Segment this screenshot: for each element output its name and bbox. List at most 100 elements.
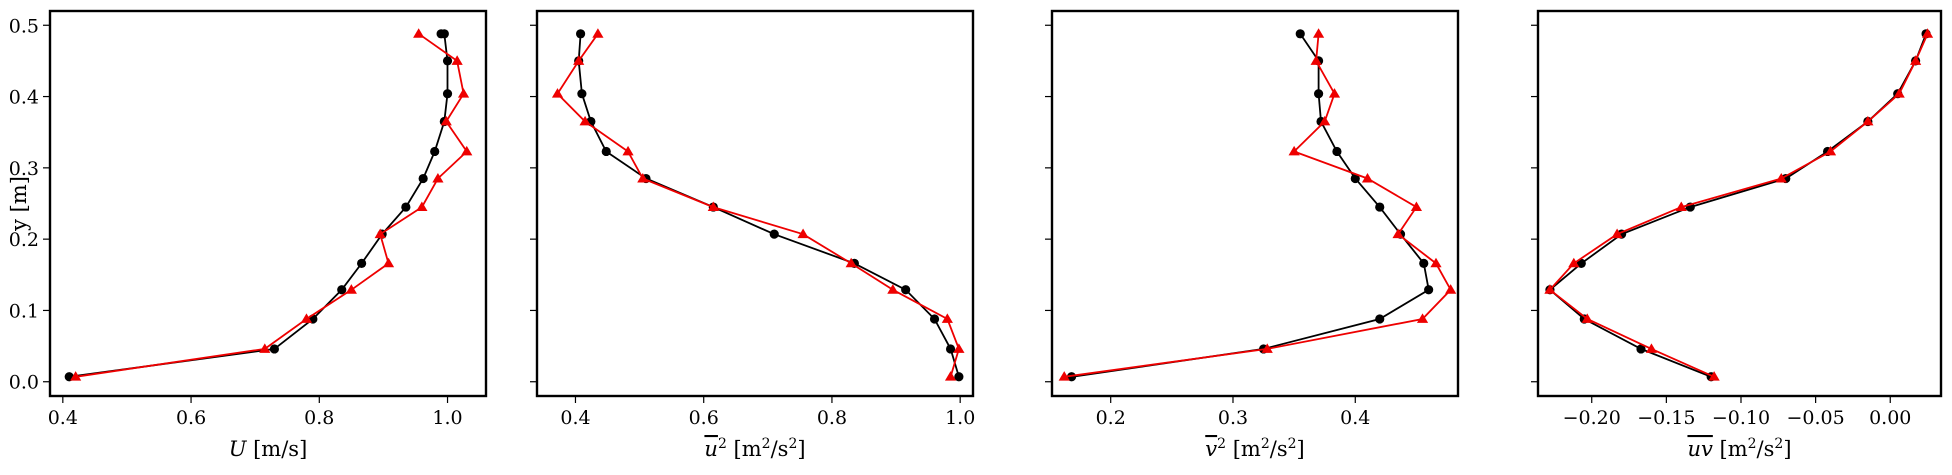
series-2-point [1581,313,1593,323]
series-1-point [442,89,453,99]
series-2-point [432,172,444,183]
series-2-point [573,55,585,65]
series-2-point [70,371,82,381]
series-2-point [707,201,719,211]
panel-3: 0.2 0.3 0.4 v2 [m2/s2] [1045,9,1460,461]
series-1-point [576,29,586,39]
series-2-point [1410,201,1423,211]
series-1-line [577,33,960,378]
series-1-line [1071,33,1430,378]
series-2-point [551,88,564,98]
series-2-point [941,313,953,323]
series-2-point [451,55,463,65]
series-1-point [601,146,611,157]
x-tick-label: −0.20 [1563,407,1621,429]
series-2-point [374,228,386,239]
series-1-point [901,285,911,295]
y-tick-label: 0.1 [9,300,39,322]
series-1-point [1295,29,1305,39]
series-2-point [579,115,591,126]
series-1-point [401,202,411,212]
series-2-line [1064,33,1452,378]
series-2-point [887,284,899,294]
panel-4: −0.20 −0.15 −0.10 −0.05 0.00 uv [m2/s2] [1531,9,1943,461]
series-1-point [1424,285,1434,295]
series-1-point [1576,258,1586,268]
series-2-point [1645,343,1658,353]
series-1-point [430,146,440,157]
x-axis-label: u2 [m2/s2] [704,436,805,461]
series-1-point [1066,372,1077,382]
x-tick-label: −0.15 [1637,407,1695,429]
series-2-point [1824,145,1837,156]
series-1-line [69,32,449,378]
series-2-point [797,228,809,239]
series-1-point [337,285,347,295]
series-2-point [1319,115,1331,126]
x-tick-label: 0.8 [304,407,334,429]
series-1-point [769,229,779,239]
y-axis-label: y [m] [7,176,31,232]
series-2-line [1548,33,1929,378]
x-tick-label: 1.0 [945,407,975,429]
series-2-point [622,145,634,156]
series-1-point [436,29,446,39]
series-2-point [382,257,395,268]
series-2-line [556,33,960,378]
series-1-point [1313,89,1324,99]
series-2-point [413,28,425,38]
series-2-point [1310,55,1322,65]
series-2-point [416,201,428,211]
series-1-point [945,344,956,354]
series-2-point [1893,88,1905,98]
series-2-point [1862,115,1874,126]
x-tick-label: 0.4 [560,407,590,429]
series-2-point [1058,371,1070,381]
series-2-point [461,145,473,156]
series-1-point [577,89,587,99]
x-tick-label: −0.10 [1712,407,1770,429]
series-2-point [1392,228,1404,239]
series-2-point [944,371,957,381]
x-tick-label: 0.8 [817,407,847,429]
series-2-point [637,172,649,183]
series-1-point [442,56,453,66]
series-2-point [1675,201,1687,211]
series-1-point [418,173,428,184]
series-1-point [1375,314,1385,324]
series-2-point [345,284,357,294]
series-2-point [259,343,271,353]
series-1-point [1350,173,1360,184]
series-2-point [1361,172,1374,183]
plot-frame [1050,9,1460,398]
series-1-point [1375,202,1385,212]
y-tick-label: 0.2 [9,229,39,251]
y-tick-label: 0.4 [9,87,39,109]
series-2-point [1910,55,1922,65]
series-2-point [1312,28,1325,38]
series-2-point [1775,172,1787,183]
series-1-point [1636,344,1646,354]
x-tick-label: 0.00 [1869,407,1911,429]
series-1-point [929,314,940,324]
series-1-point [1332,146,1342,157]
plot-frame [48,9,488,398]
series-2-point [1416,313,1429,323]
panel-2: 0.4 0.6 0.8 1.0 u2 [m2/s2] [530,9,975,461]
plot-frame [535,9,975,398]
plot-frame [1536,9,1943,398]
x-tick-label: 0.6 [689,407,719,429]
series-1-point [269,344,280,354]
series-2-point [1430,257,1442,268]
x-tick-label: 0.3 [1218,407,1248,429]
series-2-point [1445,284,1457,294]
x-tick-label: 0.4 [48,407,78,429]
series-1-point [357,258,367,268]
x-tick-label: 0.6 [176,407,206,429]
y-tick-label: 0.3 [9,158,39,180]
series-2-point [1544,284,1556,294]
series-2-point [300,313,313,323]
series-2-point [1921,28,1934,38]
series-2-point [440,115,452,126]
